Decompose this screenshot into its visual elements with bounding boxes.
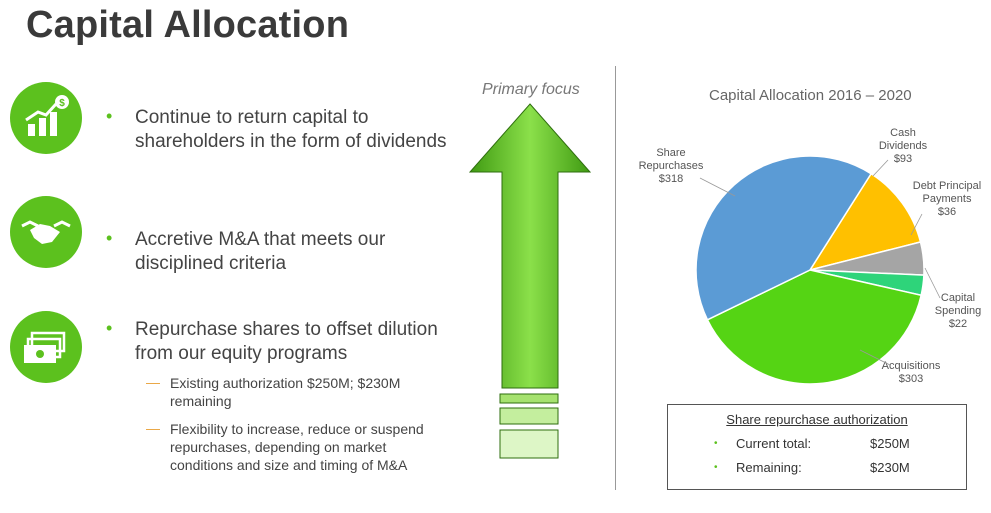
cash-stack-icon [10, 311, 82, 383]
authorization-title: Share repurchase authorization [726, 412, 908, 427]
pie-label-capex: Capital Spending $22 [934, 292, 982, 330]
pie-label-repurchases: Share Repurchases $318 [638, 147, 704, 185]
auth-label-remaining: Remaining: [736, 460, 802, 475]
sub-bullet-dash: — [146, 374, 160, 390]
page-title: Capital Allocation [26, 4, 350, 46]
pie-label-acquisitions: Acquisitions $303 [881, 360, 941, 385]
handshake-icon [10, 196, 82, 268]
sub-bullet-flexibility: Flexibility to increase, reduce or suspe… [170, 421, 424, 473]
bullet-marker: • [714, 462, 718, 473]
svg-text:$: $ [59, 98, 65, 109]
bullet-text-repurchase: Repurchase shares to offset dilution from… [135, 319, 438, 364]
sub-bullet-dash: — [146, 420, 160, 436]
pie-slice-share-repurchases [695, 155, 873, 321]
auth-label-current: Current total: [736, 436, 812, 451]
auth-value-current: $250M [870, 436, 910, 451]
bullet-marker: • [714, 438, 718, 449]
bullet-marker: • [106, 318, 113, 338]
bullet-marker: • [106, 228, 113, 248]
pie-chart [695, 155, 925, 385]
pie-slice-acquisitions [706, 269, 923, 385]
primary-focus-label: Primary focus [482, 81, 580, 98]
primary-focus-arrow [468, 103, 592, 459]
pie-label-debt: Debt Principal Payments $36 [912, 180, 982, 218]
vertical-divider [615, 66, 616, 490]
chart-title: Capital Allocation 2016 – 2020 [709, 87, 912, 104]
bullet-text-ma: Accretive M&A that meets our disciplined … [135, 229, 386, 274]
bullet-marker: • [106, 106, 113, 126]
pie-label-dividends: Cash Dividends $93 [878, 127, 928, 165]
auth-value-remaining: $230M [870, 460, 910, 475]
repurchase-authorization-box: Share repurchase authorization • Current… [667, 404, 967, 490]
bullet-text-dividends: Continue to return capital to shareholder… [135, 107, 447, 152]
sub-bullet-authorization: Existing authorization $250M; $230M remai… [170, 375, 401, 409]
rising-bars-dollar-icon: $ [10, 82, 82, 154]
